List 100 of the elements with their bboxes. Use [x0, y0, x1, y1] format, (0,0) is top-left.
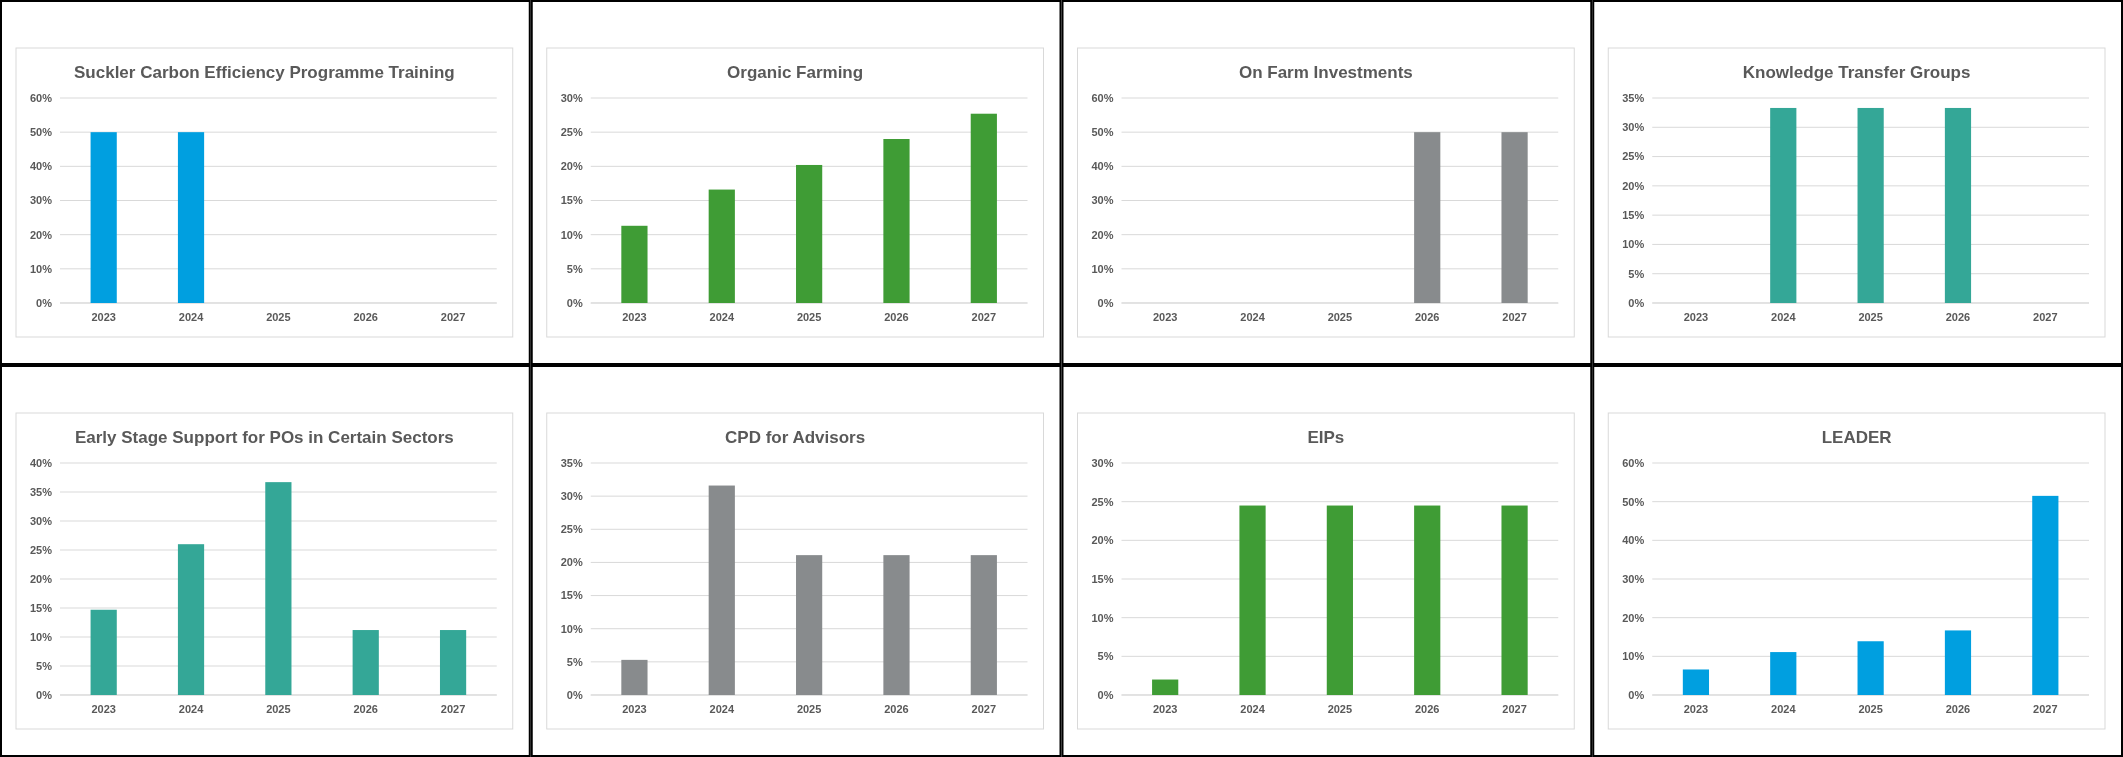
y-tick-label: 50%: [1091, 126, 1114, 139]
y-tick-label: 50%: [1622, 495, 1645, 508]
y-tick-label: 5%: [566, 262, 583, 275]
y-tick-label: 50%: [29, 126, 53, 139]
x-tick-label: 2025: [1858, 703, 1883, 715]
y-tick-label: 5%: [1097, 650, 1114, 663]
x-tick-label: 2025: [1327, 703, 1353, 715]
bar: [265, 482, 292, 695]
x-tick-label: 2025: [796, 311, 822, 323]
y-tick-label: 5%: [36, 659, 53, 672]
y-tick-label: 40%: [1091, 160, 1114, 173]
x-tick-label: 2023: [1152, 311, 1178, 323]
x-tick-label: 2027: [1502, 311, 1527, 323]
x-tick-label: 2024: [709, 703, 735, 715]
bar: [796, 555, 823, 695]
x-tick-label: 2023: [622, 703, 647, 715]
x-tick-label: 2026: [353, 703, 378, 715]
chart-title: Organic Farming: [727, 63, 864, 82]
x-tick-label: 2026: [1414, 311, 1440, 323]
y-tick-label: 5%: [566, 655, 583, 668]
bar: [883, 555, 910, 695]
bar: [796, 164, 823, 303]
y-tick-label: 25%: [1091, 495, 1114, 508]
y-tick-label: 0%: [1097, 688, 1114, 701]
y-tick-label: 15%: [1091, 572, 1114, 585]
y-tick-label: 20%: [29, 228, 53, 241]
y-tick-label: 0%: [36, 296, 53, 309]
x-tick-label: 2024: [1771, 703, 1797, 715]
chart-title: CPD for Advisors: [725, 428, 866, 447]
y-tick-label: 25%: [29, 543, 53, 556]
x-tick-label: 2026: [884, 703, 909, 715]
x-tick-label: 2025: [1327, 311, 1353, 323]
y-tick-label: 10%: [29, 262, 53, 275]
y-tick-label: 10%: [29, 630, 53, 643]
x-tick-label: 2027: [440, 703, 466, 715]
bar: [1944, 630, 1972, 695]
y-tick-label: 35%: [1622, 91, 1645, 104]
y-tick-label: 30%: [29, 194, 53, 207]
y-tick-label: 35%: [29, 485, 53, 498]
y-tick-label: 60%: [1622, 456, 1645, 469]
y-tick-label: 40%: [1622, 534, 1645, 547]
y-tick-label: 60%: [1091, 91, 1114, 104]
y-tick-label: 30%: [1091, 194, 1114, 207]
bar: [970, 555, 997, 695]
y-tick-label: 15%: [1622, 208, 1645, 221]
y-tick-label: 20%: [560, 556, 583, 569]
x-tick-label: 2026: [1414, 703, 1440, 715]
y-tick-label: 20%: [29, 572, 53, 585]
y-tick-label: 35%: [560, 456, 583, 469]
y-tick-label: 10%: [1622, 650, 1645, 663]
y-tick-label: 20%: [1091, 534, 1114, 547]
y-tick-label: 0%: [566, 296, 583, 309]
x-tick-label: 2024: [1240, 311, 1266, 323]
bar: [2032, 495, 2059, 695]
x-tick-label: 2025: [1858, 311, 1883, 323]
y-tick-label: 25%: [1622, 150, 1645, 163]
y-tick-label: 30%: [29, 514, 53, 527]
y-tick-label: 15%: [560, 194, 583, 207]
x-tick-label: 2023: [91, 703, 116, 715]
x-tick-label: 2025: [796, 703, 822, 715]
x-tick-label: 2024: [1771, 311, 1797, 323]
y-tick-label: 0%: [1628, 296, 1645, 309]
y-tick-label: 15%: [560, 589, 583, 602]
y-tick-label: 25%: [560, 126, 583, 139]
chart-title: Early Stage Support for POs in Certain Sectors: [74, 428, 454, 447]
y-tick-label: 30%: [560, 91, 583, 104]
x-tick-label: 2026: [1945, 703, 1971, 715]
y-tick-label: 20%: [1622, 179, 1645, 192]
x-tick-label: 2023: [1683, 703, 1709, 715]
x-tick-label: 2026: [1945, 311, 1971, 323]
y-tick-label: 25%: [560, 523, 583, 536]
y-tick-label: 10%: [560, 228, 583, 241]
bar: [439, 630, 467, 695]
y-tick-label: 15%: [29, 601, 53, 614]
bar: [177, 544, 205, 695]
y-tick-label: 10%: [1091, 262, 1114, 275]
y-tick-label: 30%: [1622, 572, 1645, 585]
chart-title: Knowledge Transfer Groups: [1742, 63, 1971, 82]
x-tick-label: 2023: [91, 311, 116, 323]
bar: [90, 609, 117, 695]
y-tick-label: 0%: [1097, 296, 1114, 309]
bar: [621, 225, 648, 303]
x-tick-label: 2023: [622, 311, 647, 323]
y-tick-label: 20%: [1622, 611, 1645, 624]
x-tick-label: 2027: [2033, 703, 2058, 715]
bar: [1857, 641, 1884, 695]
bar: [1770, 652, 1797, 695]
bar: [883, 139, 910, 303]
x-tick-label: 2024: [1240, 703, 1266, 715]
y-tick-label: 30%: [560, 489, 583, 502]
x-tick-label: 2024: [178, 703, 205, 715]
chart-title: On Farm Investments: [1238, 63, 1413, 82]
x-tick-label: 2024: [178, 311, 205, 323]
y-tick-label: 20%: [1091, 228, 1114, 241]
x-tick-label: 2023: [1683, 311, 1709, 323]
bar: [708, 189, 735, 303]
x-tick-label: 2025: [266, 703, 291, 715]
x-tick-label: 2027: [971, 703, 997, 715]
x-tick-label: 2025: [266, 311, 291, 323]
x-tick-label: 2026: [884, 311, 909, 323]
